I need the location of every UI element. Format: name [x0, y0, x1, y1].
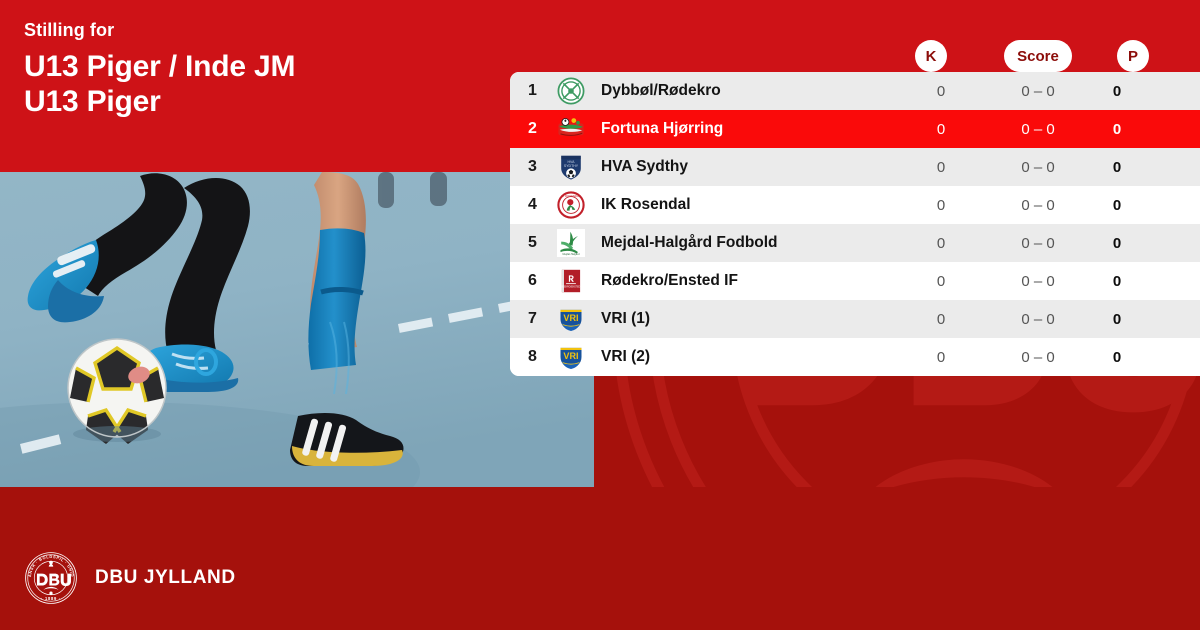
bottom-band [0, 487, 1200, 630]
row-rank: 6 [528, 272, 537, 289]
table-row[interactable]: 6 RØDEKRO/ENSTED IF Rødekro/Ensted IF 0 0 – … [510, 262, 1200, 300]
page-title-line-2: U13 Piger [24, 85, 161, 118]
column-header-k: K [915, 40, 947, 72]
footer-label: DBU JYLLAND [95, 567, 236, 588]
row-team-name: VRI (1) [601, 310, 651, 327]
table-row[interactable]: 8 VRI VRI (2) 0 0 – 0 0 [510, 338, 1200, 376]
vri-crest: VRI [555, 341, 587, 373]
row-rank: 3 [528, 158, 537, 175]
row-matches-played: 0 [936, 196, 946, 214]
svg-text:· 1889 ·: · 1889 · [41, 596, 61, 601]
row-points: 0 [1112, 272, 1122, 290]
svg-text:Mejdal-Halgård: Mejdal-Halgård [562, 253, 580, 256]
row-goal-score: 0 – 0 [1021, 348, 1055, 366]
column-header-score: Score [1004, 40, 1072, 72]
row-goal-score: 0 – 0 [1021, 82, 1055, 100]
row-points: 0 [1112, 158, 1122, 176]
row-matches-played: 0 [936, 234, 946, 252]
svg-text:HVA: HVA [568, 160, 576, 164]
row-team-name: HVA Sydthy [601, 158, 688, 175]
header-text-block: Stilling for U13 Piger / Inde JM U13 Pig… [24, 20, 494, 119]
table-row[interactable]: 5 Mejdal-Halgård Mejdal-Halgård Fodbold 0 0 … [510, 224, 1200, 262]
row-rank: 2 [528, 120, 537, 137]
row-points: 0 [1112, 348, 1122, 366]
row-team-name: Rødekro/Ensted IF [601, 272, 738, 289]
footer: DANSK · BOLDSPIL · UNION · 1889 · DBU JY… [24, 551, 236, 605]
row-points: 0 [1112, 82, 1122, 100]
svg-text:VRI: VRI [563, 351, 578, 361]
row-goal-score: 0 – 0 [1021, 272, 1055, 290]
table-row[interactable]: 2 Fortuna Hjørring 0 0 – 0 0 [510, 110, 1200, 148]
row-points: 0 [1112, 234, 1122, 252]
row-goal-score: 0 – 0 [1021, 310, 1055, 328]
row-matches-played: 0 [936, 348, 946, 366]
hero-photo [0, 172, 594, 487]
row-goal-score: 0 – 0 [1021, 234, 1055, 252]
hva-sydthy-crest: HVA SYDTHY [555, 151, 587, 183]
row-points: 0 [1112, 310, 1122, 328]
row-goal-score: 0 – 0 [1021, 158, 1055, 176]
row-matches-played: 0 [936, 310, 946, 328]
row-team-name: IK Rosendal [601, 196, 691, 213]
row-rank: 5 [528, 234, 537, 251]
table-row[interactable]: 4 IK ROSENDAL IK Rosendal 0 0 – 0 0 [510, 186, 1200, 224]
row-matches-played: 0 [936, 158, 946, 176]
table-row[interactable]: 1 Dybbøl/Rødekro 0 0 – 0 0 [510, 72, 1200, 110]
row-rank: 7 [528, 310, 537, 327]
row-goal-score: 0 – 0 [1021, 120, 1055, 138]
row-points: 0 [1112, 196, 1122, 214]
svg-text:VRI: VRI [563, 313, 578, 323]
column-header-p: P [1117, 40, 1149, 72]
column-header-row: K Score P [0, 0, 1200, 72]
svg-text:SYDTHY: SYDTHY [564, 164, 579, 168]
standings-table: 1 Dybbøl/Rødekro 0 0 – 0 0 2 Fortuna Hjørring 0… [510, 72, 1200, 376]
row-rank: 8 [528, 348, 537, 365]
row-goal-score: 0 – 0 [1021, 196, 1055, 214]
svg-text:IK ROSENDAL: IK ROSENDAL [562, 194, 581, 198]
row-matches-played: 0 [936, 272, 946, 290]
row-points: 0 [1112, 120, 1122, 138]
table-row[interactable]: 7 VRI VRI (1) 0 0 – 0 0 [510, 300, 1200, 338]
ik-rosendal-crest: IK ROSENDAL [555, 189, 587, 221]
rodekro-ensted-crest: RØDEKRO/ENSTED IF [555, 265, 587, 297]
row-rank: 1 [528, 82, 537, 99]
svg-text:RØDEKRO/ENSTED IF: RØDEKRO/ENSTED IF [559, 286, 583, 288]
row-team-name: Fortuna Hjørring [601, 120, 724, 137]
row-rank: 4 [528, 196, 537, 213]
fortuna-hjorring-crest [555, 113, 587, 145]
row-team-name: Dybbøl/Rødekro [601, 82, 721, 99]
row-matches-played: 0 [936, 82, 946, 100]
mejdal-halgard-crest: Mejdal-Halgård [555, 227, 587, 259]
page-title-line-1: U13 Piger / Inde JM [24, 50, 296, 83]
dybbol-rodekro-crest [555, 75, 587, 107]
kicker-label: Stilling for [24, 20, 115, 40]
row-team-name: VRI (2) [601, 348, 651, 365]
vri-crest: VRI [555, 303, 587, 335]
row-matches-played: 0 [936, 120, 946, 138]
table-row[interactable]: 3 HVA SYDTHY HVA Sydthy 0 0 – 0 0 [510, 148, 1200, 186]
row-team-name: Mejdal-Halgård Fodbold [601, 234, 778, 251]
dbu-logo-icon: DANSK · BOLDSPIL · UNION · 1889 · [24, 551, 78, 605]
